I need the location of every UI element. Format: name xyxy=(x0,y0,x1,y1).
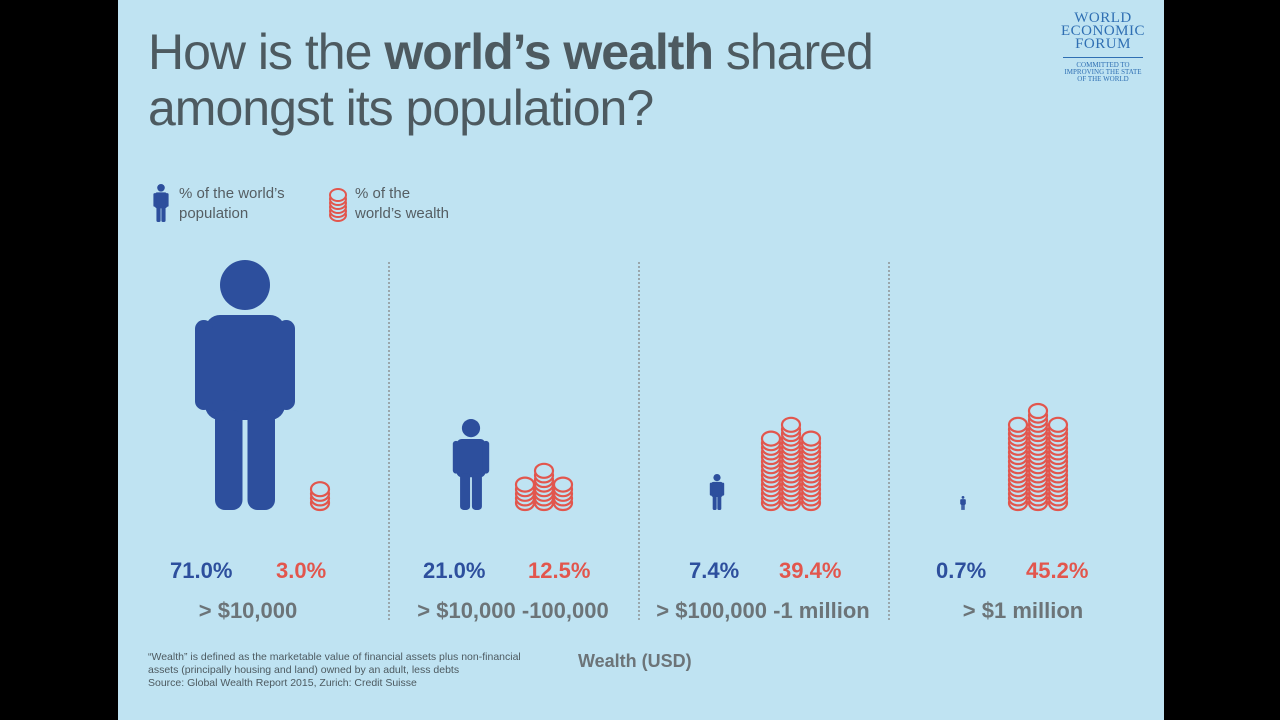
footnote-line-1: “Wealth” is defined as the marketable va… xyxy=(148,651,521,663)
pop-value-label: 0.7% xyxy=(936,558,987,583)
person-icon xyxy=(960,496,966,510)
logo-tagline-1: COMMITTED TO xyxy=(1076,61,1130,69)
title-part1: How is the xyxy=(148,24,385,80)
logo-tagline-2: IMPROVING THE STATE xyxy=(1064,68,1142,76)
pop-value-label: 71.0% xyxy=(170,558,233,583)
wealth-value-label: 39.4% xyxy=(779,558,842,583)
wealth-value-label: 12.5% xyxy=(528,558,591,583)
person-icon xyxy=(195,260,295,510)
person-icon xyxy=(153,184,169,222)
chart-pictograph xyxy=(153,184,1069,512)
pop-value-label: 21.0% xyxy=(423,558,486,583)
coin-stack-icon xyxy=(552,476,574,512)
person-icon xyxy=(452,419,490,510)
coin-stack-icon xyxy=(760,430,782,512)
logo-line-3: FORUM xyxy=(1075,36,1131,52)
wef-logo: WORLD ECONOMIC FORUM COMMITTED TO IMPROV… xyxy=(1053,10,1153,83)
person-icon xyxy=(709,474,725,510)
coin-stack-icon xyxy=(533,462,555,512)
legend-wealth-label: % of the world’s wealth xyxy=(355,185,449,222)
footnote: “Wealth” is defined as the marketable va… xyxy=(148,651,548,690)
title-part2: shared xyxy=(712,24,874,80)
coin-stack-icon xyxy=(800,430,822,512)
coin-stack-icon xyxy=(1027,402,1049,512)
logo-tagline-3: OF THE WORLD xyxy=(1077,75,1129,83)
wealth-value-label: 45.2% xyxy=(1026,558,1089,583)
logo-line-1: WORLD xyxy=(1074,10,1132,26)
coin-stack-icon xyxy=(514,476,536,512)
category-label: > $1 million xyxy=(962,598,1084,623)
title-bold: world’s wealth xyxy=(384,24,714,80)
coin-stack-icon xyxy=(309,481,331,512)
category-label: > $10,000 xyxy=(198,598,298,623)
wealth-value-label: 3.0% xyxy=(276,558,327,583)
footnote-source: Source: Global Wealth Report 2015, Zuric… xyxy=(148,677,417,689)
coin-stack-icon xyxy=(1047,416,1069,512)
column-divider xyxy=(388,262,390,620)
infographic-canvas: How is the world’s wealth shared amongst … xyxy=(118,0,1164,720)
coin-stack-icon xyxy=(1007,416,1029,512)
title-line2: amongst its population? xyxy=(148,80,654,136)
legend-population-label: % of the world’s population xyxy=(179,185,285,222)
coin-stack-icon xyxy=(780,416,802,512)
category-label: > $10,000 -100,000 xyxy=(417,598,609,623)
logo-rule xyxy=(1063,57,1143,58)
x-axis-label: Wealth (USD) xyxy=(578,651,692,671)
column-divider xyxy=(888,262,890,620)
page-title: How is the world’s wealth shared amongst … xyxy=(148,24,1028,136)
coin-stack-icon xyxy=(329,188,347,222)
column-divider xyxy=(638,262,640,620)
footnote-line-2: assets (principally housing and land) ow… xyxy=(148,664,460,676)
logo-line-2: ECONOMIC xyxy=(1060,23,1145,39)
pop-value-label: 7.4% xyxy=(689,558,740,583)
category-label: > $100,000 -1 million xyxy=(656,598,870,623)
